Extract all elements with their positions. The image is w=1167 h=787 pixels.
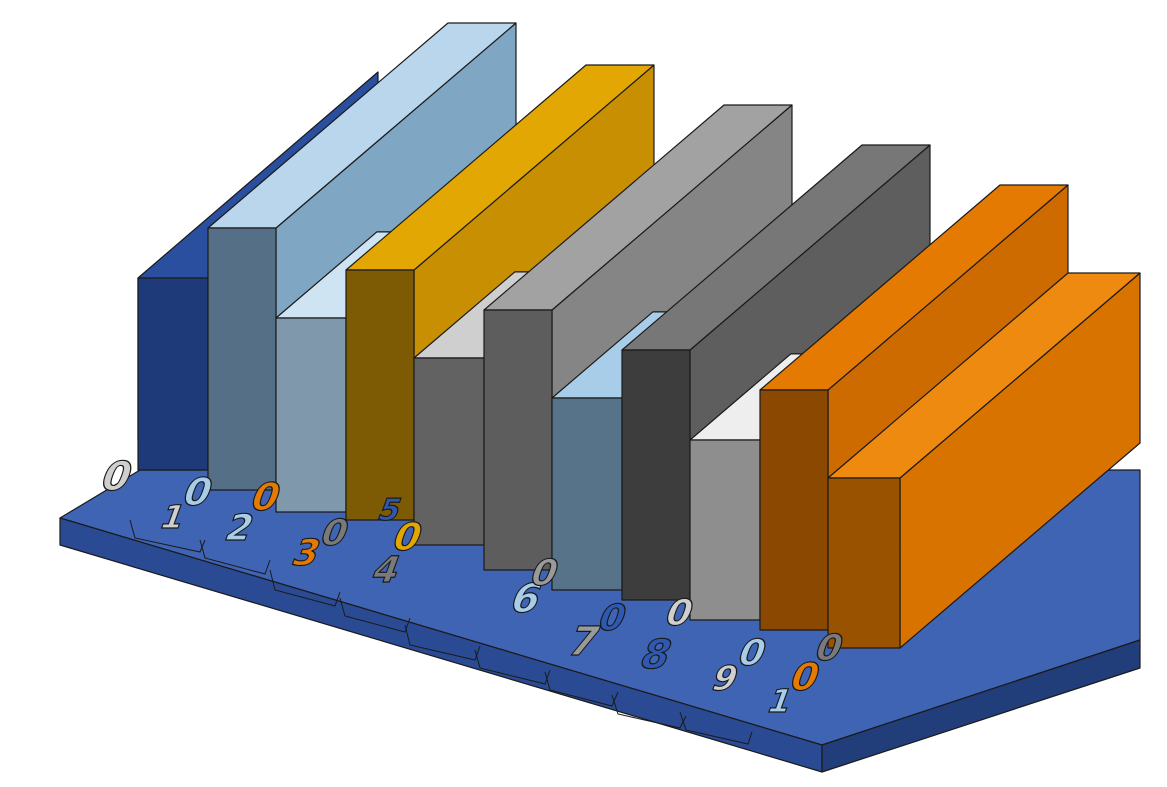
block-light-blue-low-2-front — [551, 397, 623, 591]
block-gray-front — [483, 309, 553, 571]
block-orange-low-front — [827, 477, 901, 649]
block-light-blue-low-front — [275, 317, 347, 513]
block-white-low-front — [689, 439, 761, 621]
block-orange-front — [759, 389, 829, 631]
block-orange-low — [827, 272, 1141, 649]
block-yellow-front — [345, 269, 415, 521]
block-light-blue-front — [207, 227, 277, 491]
base-steps — [129, 519, 753, 745]
bars-group — [207, 22, 1141, 649]
block-dark-gray-front — [621, 349, 691, 601]
base-side — [821, 639, 1141, 773]
